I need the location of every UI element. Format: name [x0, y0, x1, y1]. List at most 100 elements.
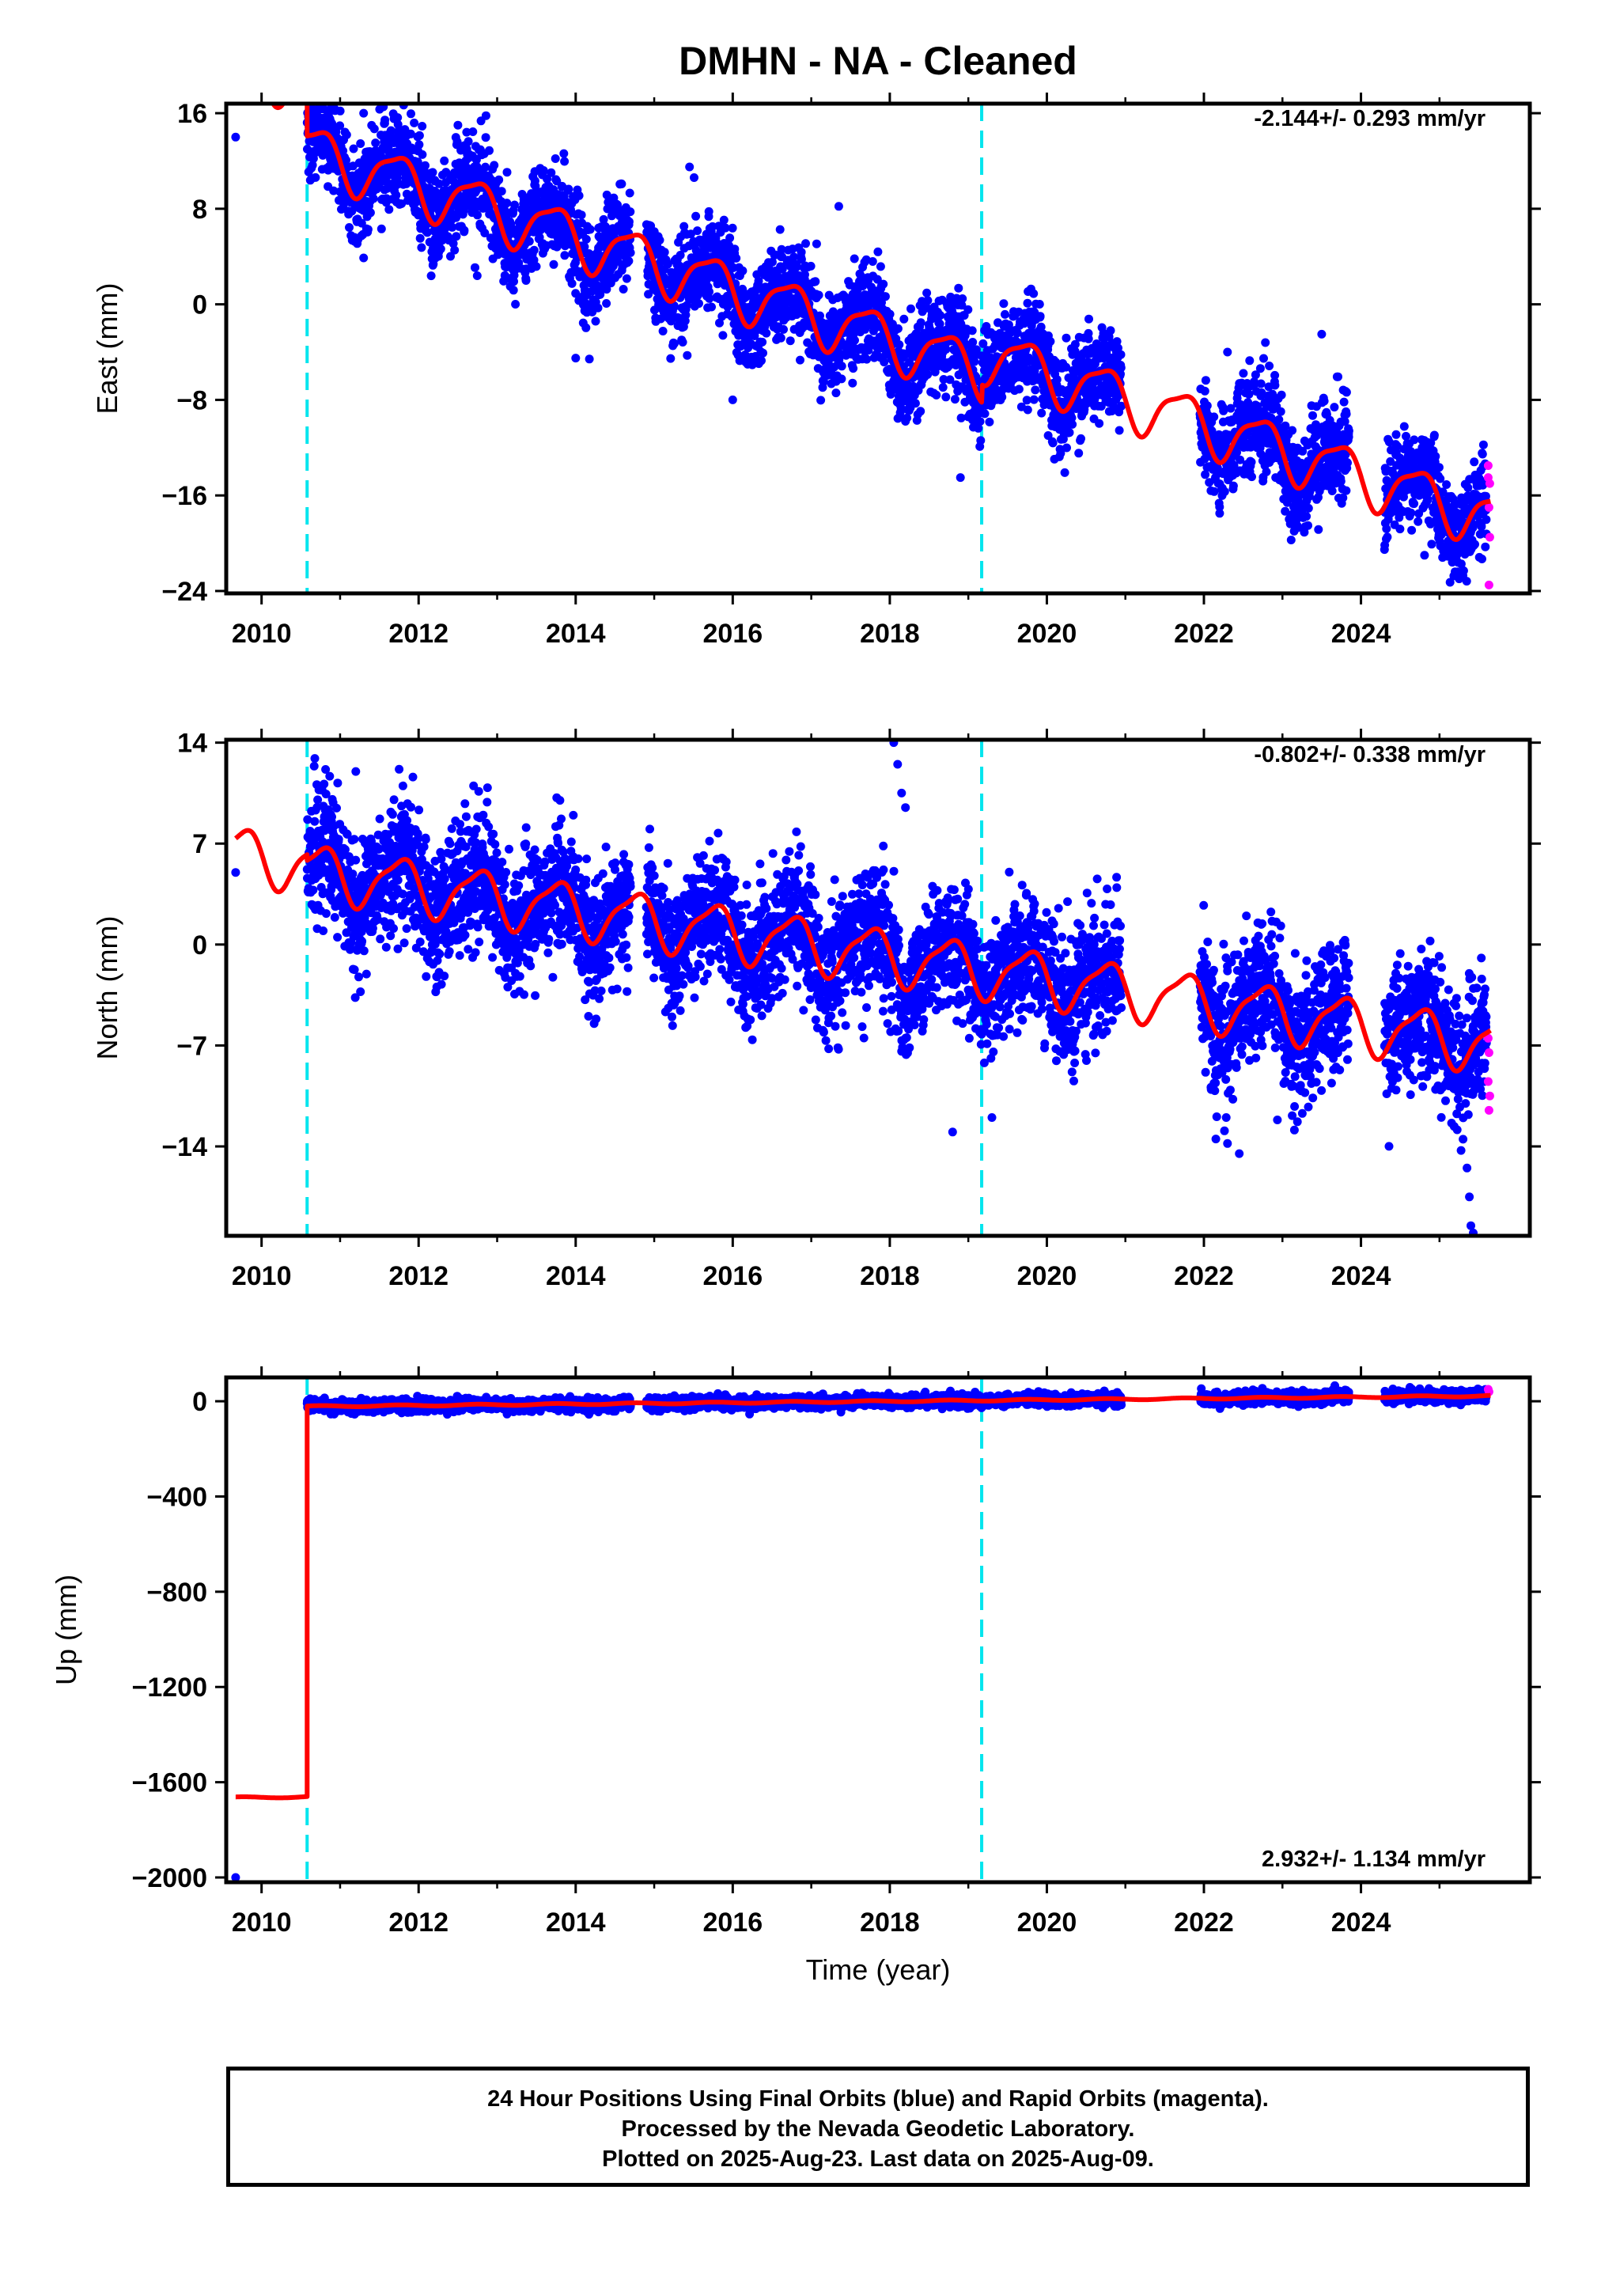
east-ytick-label: −8: [176, 385, 207, 415]
east-data-point: [1344, 426, 1353, 436]
east-data-point: [1029, 289, 1039, 298]
east-data-point: [775, 225, 785, 234]
east-data-point: [415, 233, 425, 243]
east-data-point: [985, 417, 994, 426]
east-data-point: [758, 337, 767, 347]
east-xtick-label: 2018: [860, 619, 920, 649]
east-data-point: [581, 323, 591, 332]
east-data-point: [893, 324, 903, 333]
east-data-point: [1302, 512, 1311, 521]
east-rate-label: -2.144+/- 0.293 mm/yr: [1254, 106, 1486, 131]
east-data-point: [1116, 363, 1126, 373]
east-data-point: [708, 222, 717, 231]
east-data-point: [879, 279, 888, 289]
east-rapid-orbit-point: [1485, 532, 1494, 542]
east-data-point: [1200, 386, 1209, 396]
east-data-point: [1228, 481, 1238, 491]
east-data-point: [393, 119, 403, 129]
east-data-point: [342, 130, 351, 139]
east-data-point: [721, 223, 730, 233]
east-data-point: [414, 140, 424, 150]
east-data-point: [685, 162, 695, 172]
east-data-point: [1342, 388, 1351, 397]
east-data-point: [359, 108, 369, 118]
east-data-point: [923, 369, 933, 379]
east-data-point: [1029, 395, 1039, 404]
east-data-point: [738, 284, 748, 294]
east-data-point: [468, 127, 478, 136]
east-data-point: [342, 155, 350, 165]
east-data-point: [1478, 555, 1486, 563]
east-data-point: [1420, 551, 1429, 560]
east-data-point: [1462, 577, 1471, 586]
east-data-point: [480, 229, 490, 237]
east-data-point: [311, 172, 320, 182]
east-data-point: [325, 76, 334, 85]
east-data-point: [954, 283, 963, 293]
east-data-point: [560, 157, 570, 166]
east-data-point: [1077, 434, 1085, 443]
east-data-point: [392, 191, 401, 200]
east-data-point: [1060, 468, 1069, 477]
east-xtick-label: 2024: [1331, 619, 1391, 649]
east-data-point: [1209, 412, 1219, 422]
east-data-point: [816, 396, 826, 405]
east-data-point: [922, 288, 932, 297]
east-data-point: [494, 175, 504, 184]
east-data-point: [414, 131, 424, 140]
east-data-point: [1406, 508, 1416, 517]
east-data-point: [473, 210, 482, 220]
east-data-point: [1410, 499, 1419, 509]
east-data-point: [308, 161, 317, 170]
east-data-point: [814, 290, 823, 300]
east-data-point: [976, 436, 986, 445]
east-data-point: [718, 331, 728, 340]
east-data-point: [417, 243, 426, 252]
east-data-point: [1427, 540, 1436, 549]
east-data-point: [509, 286, 518, 295]
east-data-point: [1308, 411, 1317, 420]
east-data-point: [785, 336, 795, 346]
east-data-point: [885, 309, 895, 319]
east-data-point: [1334, 372, 1342, 381]
east-data-point: [359, 253, 369, 263]
east-data-point: [384, 205, 394, 214]
east-data-point: [481, 111, 490, 120]
east-data-point: [428, 168, 437, 177]
east-data-point: [481, 133, 490, 142]
east-data-point: [436, 244, 445, 254]
east-data-point: [1035, 312, 1045, 321]
east-data-point: [502, 199, 512, 208]
east-data-point: [531, 181, 540, 191]
east-data-point: [1410, 435, 1419, 445]
east-data-point: [1256, 379, 1266, 388]
east-ytick-label: 16: [177, 99, 207, 129]
east-data-point: [1270, 381, 1280, 390]
east-data-point: [679, 222, 689, 231]
east-data-point: [1031, 385, 1040, 395]
east-data-point: [330, 70, 339, 78]
east-data-point: [421, 161, 430, 170]
east-data-point: [1023, 405, 1032, 415]
east-final-orbit-points: [231, 70, 1491, 587]
east-data-point: [1470, 457, 1479, 467]
east-data-point: [510, 200, 519, 210]
east-data-point: [916, 407, 925, 416]
east-data-point: [1062, 333, 1071, 343]
north-final-orbit-points: [231, 740, 1491, 1236]
east-data-point: [1342, 409, 1351, 419]
east-data-point: [676, 251, 685, 260]
east-data-point: [521, 276, 531, 285]
east-data-point: [850, 254, 859, 263]
east-data-point: [1319, 396, 1329, 406]
north-data-point: [231, 868, 240, 877]
east-data-point: [801, 239, 810, 248]
east-data-point: [626, 207, 635, 217]
east-data-point: [380, 116, 390, 125]
east-data-point: [345, 223, 354, 232]
east-data-point: [903, 413, 912, 422]
east-data-point: [599, 214, 608, 224]
east-data-point: [834, 202, 843, 211]
east-ylabel: East (mm): [91, 283, 123, 415]
